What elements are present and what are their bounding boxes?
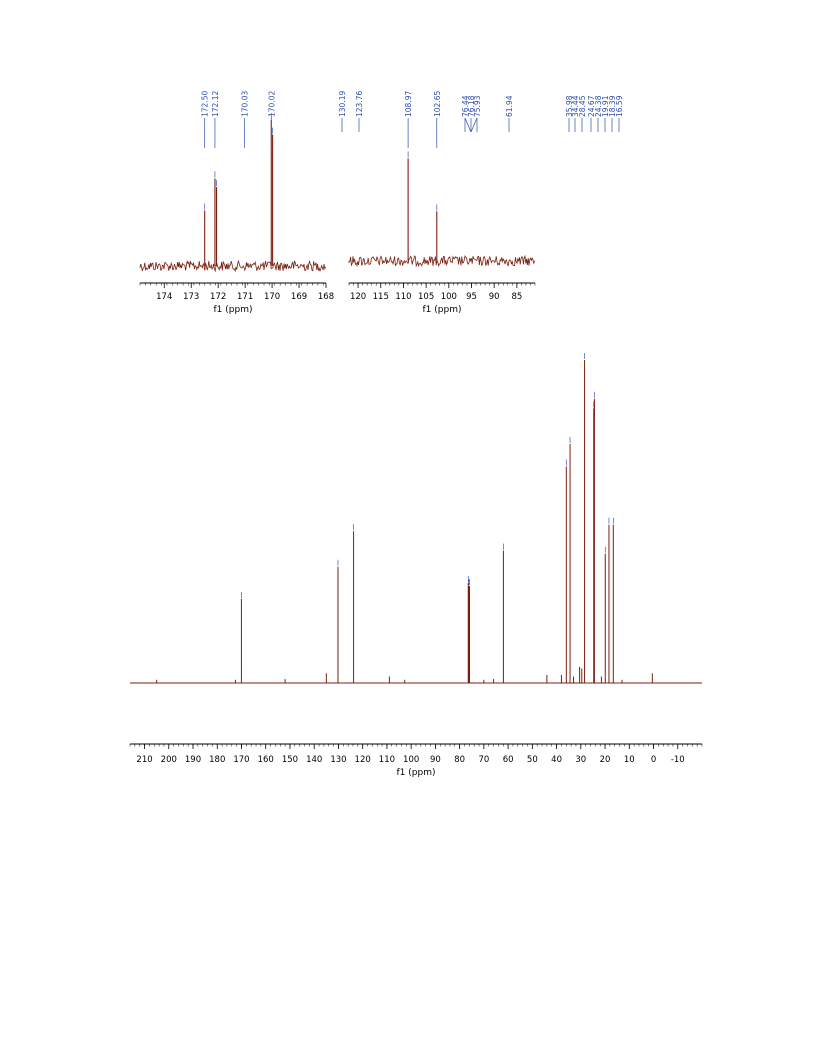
full-spectrum-tick-label-8: 130 xyxy=(330,755,346,765)
inset-carbonyl-tick-label-1: 173 xyxy=(183,292,199,302)
inset-carbonyl-tick-label-3: 171 xyxy=(237,292,253,302)
full-spectrum-tick-label-16: 50 xyxy=(527,755,538,765)
inset-mid-tick-label-7: 85 xyxy=(511,292,522,302)
full-spectrum-tick-label-10: 110 xyxy=(379,755,395,765)
top-peak-label-2: 76.44 xyxy=(461,95,470,117)
full-spectrum-tick-label-20: 10 xyxy=(624,755,635,765)
top-peak-label-4: 75.93 xyxy=(473,95,482,117)
inset-mid-tick-label-1: 115 xyxy=(373,292,389,302)
full-spectrum-tick-label-5: 160 xyxy=(258,755,274,765)
full-spectrum-tick-label-0: 210 xyxy=(136,755,152,765)
inset-mid-tick-label-0: 120 xyxy=(350,292,366,302)
inset-carbonyl-tick-label-4: 170 xyxy=(264,292,280,302)
top-peak-label-5: 61.94 xyxy=(505,95,514,117)
full-spectrum-tick-label-4: 170 xyxy=(233,755,249,765)
top-peak-label-8: 28.45 xyxy=(578,95,587,117)
top-peak-label-1: 123.76 xyxy=(355,91,364,117)
inset-mid-peak-label-0: 108.97 xyxy=(404,91,413,117)
full-spectrum-tick-label-13: 80 xyxy=(454,755,465,765)
inset-carbonyl-tick-label-5: 169 xyxy=(291,292,307,302)
full-spectrum-tick-label-17: 40 xyxy=(551,755,562,765)
full-spectrum-tick-label-11: 100 xyxy=(403,755,419,765)
triplet-label-fan xyxy=(464,117,478,133)
top-peak-label-3: 76.18 xyxy=(467,95,476,117)
top-peak-label-12: 18.39 xyxy=(608,95,617,117)
inset-mid-tick-label-2: 110 xyxy=(395,292,411,302)
inset-carbonyl-peak-label-2: 170.03 xyxy=(240,91,249,117)
full-spectrum-tick-label-15: 60 xyxy=(503,755,514,765)
full-spectrum-tick-label-2: 190 xyxy=(185,755,201,765)
top-peak-label-9: 24.67 xyxy=(587,95,596,117)
inset-mid-tick-label-5: 95 xyxy=(466,292,477,302)
inset-mid-x-axis-title: f1 (ppm) xyxy=(423,305,462,315)
full-spectrum-tick-label-3: 180 xyxy=(209,755,225,765)
full-spectrum-tick-label-12: 90 xyxy=(430,755,441,765)
top-peak-label-7: 34.44 xyxy=(571,95,580,117)
inset-mid-noise-baseline xyxy=(348,254,535,268)
inset-carbonyl-tick-label-6: 168 xyxy=(318,292,334,302)
inset-mid-tick-label-6: 90 xyxy=(489,292,500,302)
full-spectrum-tick-label-22: -10 xyxy=(671,755,685,765)
full-spectrum-tick-label-19: 20 xyxy=(600,755,611,765)
full-spectrum-x-axis-title: f1 (ppm) xyxy=(397,768,436,778)
inset-mid-peak-label-1: 102.65 xyxy=(433,91,442,117)
inset-carbonyl-tick-label-2: 172 xyxy=(210,292,226,302)
full-spectrum-tick-label-9: 120 xyxy=(355,755,371,765)
top-peak-label-11: 19.91 xyxy=(601,95,610,117)
full-spectrum-tick-label-14: 70 xyxy=(478,755,489,765)
inset-carbonyl-peak-label-3: 170.02 xyxy=(267,91,276,117)
inset-carbonyl-peak-label-0: 172.50 xyxy=(201,91,210,117)
inset-carbonyl-tick-label-0: 174 xyxy=(156,292,172,302)
full-spectrum-tick-label-6: 150 xyxy=(282,755,298,765)
inset-carbonyl-peak-label-1: 172.12 xyxy=(211,91,220,117)
top-peak-label-13: 16.59 xyxy=(615,95,624,117)
top-peak-label-0: 130.19 xyxy=(338,91,347,117)
inset-mid-tick-label-4: 100 xyxy=(441,292,457,302)
inset-carbonyl-noise-baseline xyxy=(139,259,326,273)
inset-carbonyl-x-axis-title: f1 (ppm) xyxy=(214,305,253,315)
full-spectrum-tick-label-21: 0 xyxy=(651,755,656,765)
full-spectrum-tick-label-18: 30 xyxy=(575,755,586,765)
top-peak-label-6: 35.98 xyxy=(565,95,574,117)
full-spectrum-tick-label-1: 200 xyxy=(161,755,177,765)
inset-mid-tick-label-3: 105 xyxy=(418,292,434,302)
top-peak-label-10: 24.38 xyxy=(594,95,603,117)
full-spectrum-tick-label-7: 140 xyxy=(306,755,322,765)
